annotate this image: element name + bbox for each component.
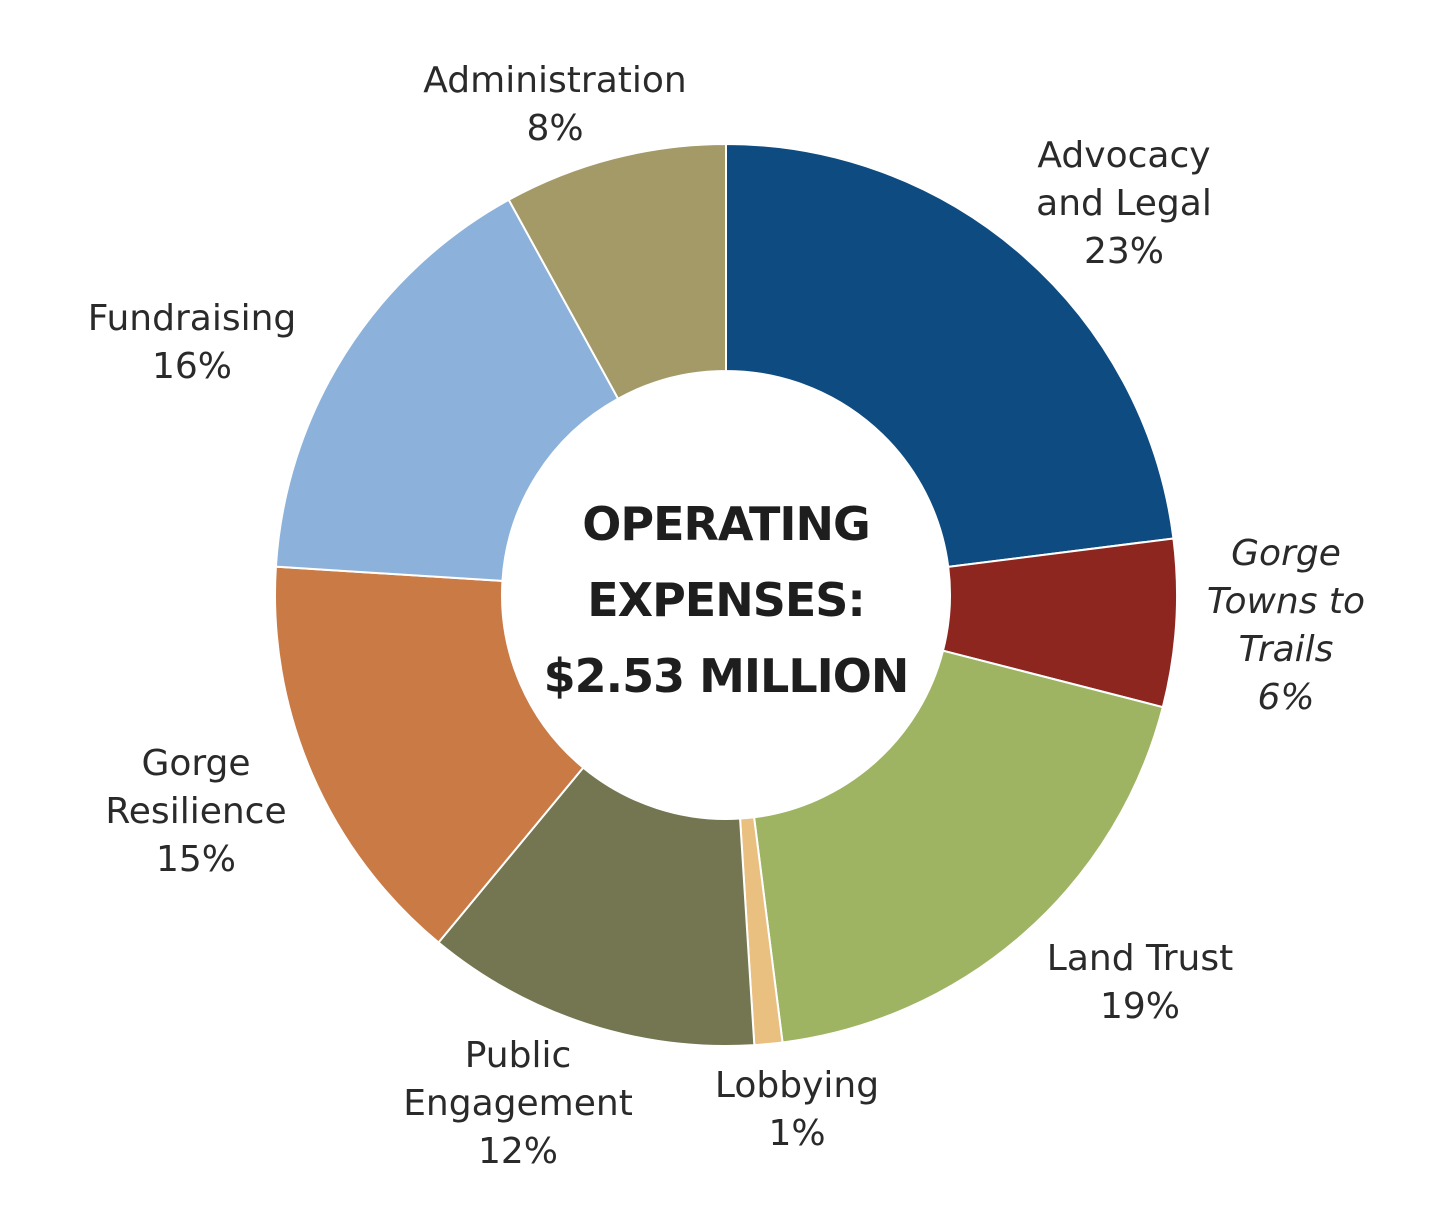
slice-name-line: Resilience [105, 791, 286, 832]
slice-name-line: Lobbying [715, 1065, 879, 1106]
slice-value-label: 6% [1257, 677, 1314, 718]
slice-label-1: Gorge Towns to Trails 6% [1207, 533, 1365, 718]
slices-group [274, 142, 1178, 1047]
slice-value-label: 1% [768, 1113, 825, 1154]
slice-4 [437, 766, 756, 1047]
slice-label-4: Public Engagement 12% [403, 1035, 633, 1172]
slice-6 [274, 198, 620, 582]
slice-name-line: and Legal [1036, 183, 1212, 224]
center-title-line: OPERATING [582, 497, 869, 551]
slice-name-line: Land Trust [1047, 938, 1233, 979]
slice-2 [752, 649, 1165, 1044]
slice-name-line: Trails [1239, 629, 1334, 670]
slice-name-line: Fundraising [88, 298, 297, 339]
slice-value-label: 8% [526, 108, 583, 149]
slice-value-label: 16% [152, 346, 232, 387]
center-title-group: OPERATING EXPENSES: $2.53 MILLION [544, 497, 910, 703]
slice-label-6: Fundraising 16% [88, 298, 297, 387]
labels-group: Advocacy and Legal 23% Gorge Towns to Trails 6… [88, 60, 1365, 1172]
center-title-line: $2.53 MILLION [544, 649, 909, 703]
slice-name-line: Administration [423, 60, 686, 101]
slice-name-line: Public [465, 1035, 572, 1076]
slice-label-3: Lobbying 1% [715, 1065, 879, 1154]
center-title: OPERATING EXPENSES: $2.53 MILLION [544, 497, 909, 703]
slice-7 [507, 142, 727, 401]
slice-0 [725, 142, 1175, 569]
slice-name-line: Towns to [1207, 581, 1365, 622]
slice-label-7: Administration 8% [423, 60, 686, 149]
slice-value-label: 12% [478, 1131, 558, 1172]
slice-label-2: Land Trust 19% [1047, 938, 1233, 1027]
slice-name-line: Gorge [141, 743, 250, 784]
slice-name-line: Gorge [1231, 533, 1341, 574]
slice-label-0: Advocacy and Legal 23% [1036, 135, 1212, 272]
slice-label-5: Gorge Resilience 15% [105, 743, 286, 880]
slice-name-line: Engagement [403, 1083, 633, 1124]
slice-value-label: 19% [1100, 986, 1180, 1027]
slice-5 [274, 565, 585, 944]
slice-value-label: 23% [1084, 231, 1164, 272]
center-title-line: EXPENSES: [587, 573, 865, 627]
slice-name-line: Advocacy [1037, 135, 1210, 176]
slice-value-label: 15% [156, 839, 236, 880]
